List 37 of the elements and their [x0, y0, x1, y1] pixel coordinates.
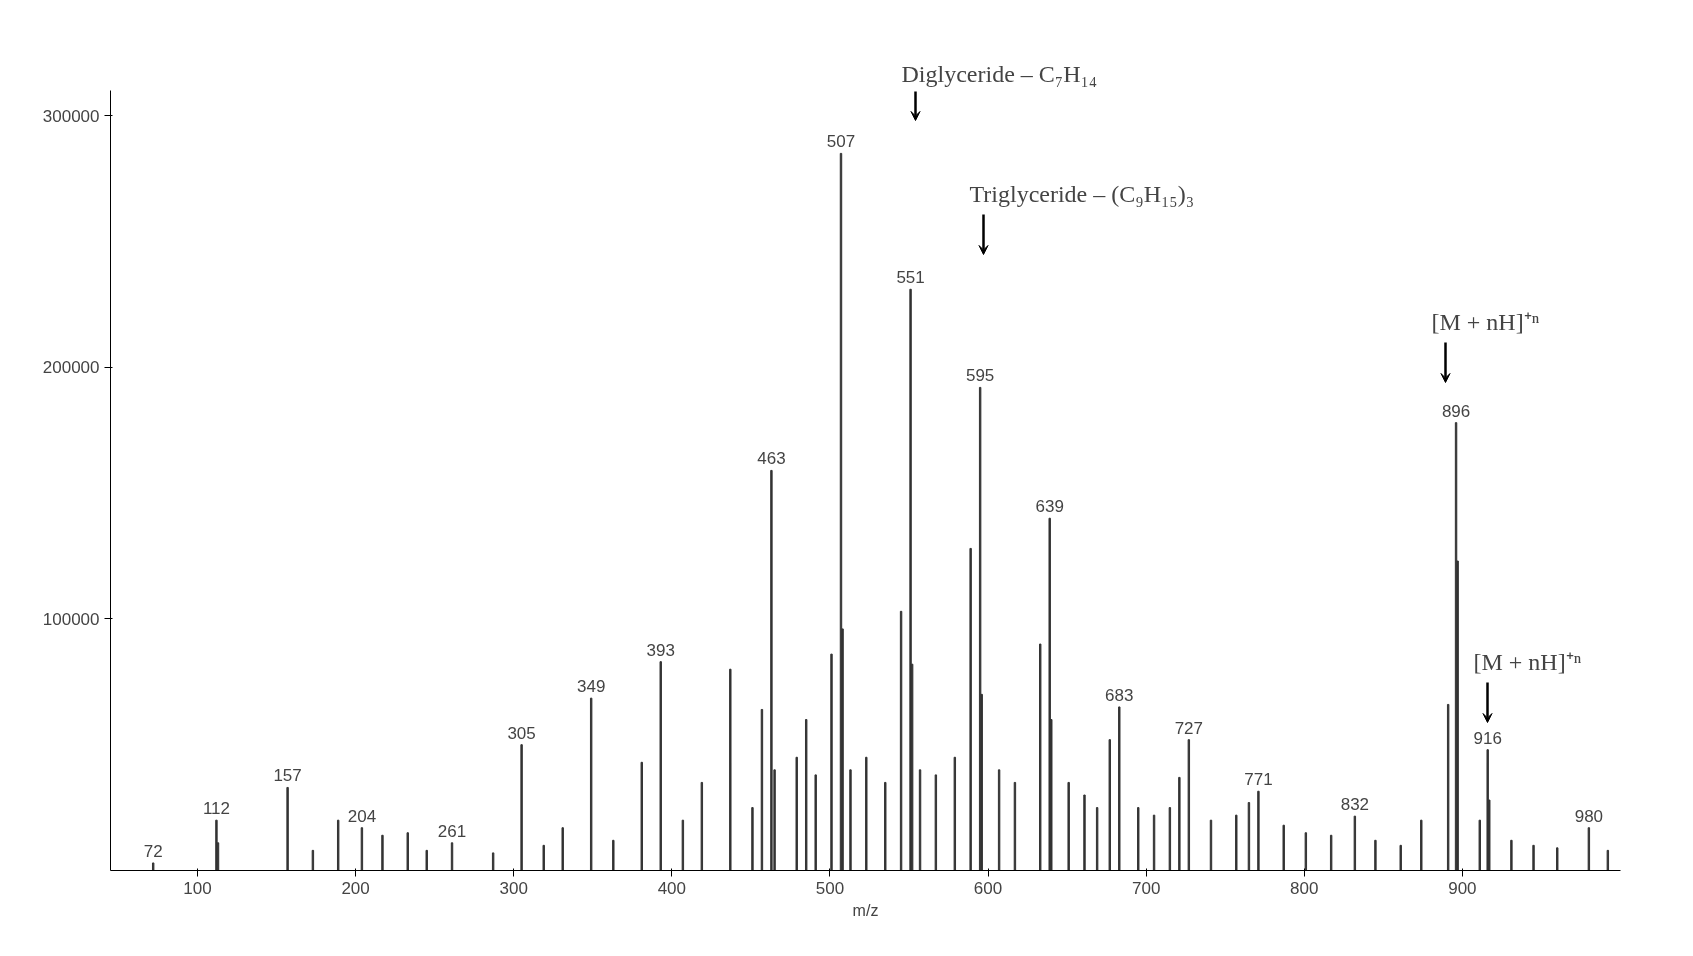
annotation: 551	[896, 268, 925, 288]
x-tick-label: 400	[657, 878, 686, 898]
x-axis-title: m/z	[852, 901, 879, 919]
x-tick-label: 900	[1448, 878, 1477, 898]
annotation: 916	[1473, 728, 1502, 748]
annotation: 72	[143, 841, 163, 861]
text: Diglyceride – C₇H₁₄	[901, 60, 1098, 87]
annotation: [M + nH]⁺ⁿ	[1431, 308, 1540, 335]
annotation: 204	[347, 806, 377, 826]
y-tick-label: 200000	[42, 358, 100, 378]
annotation: 832	[1340, 795, 1370, 815]
annotation: 771	[1244, 770, 1273, 790]
y-tick-label: 300000	[42, 106, 100, 126]
annotation: [M + nH]⁺ⁿ	[1473, 648, 1582, 675]
annotation: 727	[1174, 718, 1204, 738]
annotation: 157	[273, 766, 302, 786]
x-tick-label: 700	[1131, 878, 1161, 898]
annotation: 683	[1105, 685, 1134, 705]
annotation: 507	[826, 132, 856, 152]
x-tick-label: 600	[973, 878, 1003, 898]
x-tick-label: 300	[499, 878, 528, 898]
annotation: 896	[1441, 401, 1471, 421]
x-tick-label: 100	[183, 878, 212, 898]
y-tick-label: 100000	[42, 609, 100, 629]
annotation: Triglyceride – (C₉H₁₅)₃	[969, 180, 1195, 207]
annotation: 463	[757, 449, 786, 469]
annotation: 980	[1574, 806, 1604, 826]
annotation: 349	[576, 677, 606, 697]
annotation: 305	[507, 723, 536, 743]
annotation: 639	[1035, 497, 1064, 517]
annotation: 112	[202, 799, 230, 819]
annotation: 261	[437, 821, 467, 841]
annotation: 595	[965, 366, 995, 386]
x-tick-label: 200	[341, 878, 370, 898]
annotation: 393	[646, 640, 675, 660]
x-tick-label: 500	[815, 878, 845, 898]
x-tick-label: 800	[1290, 878, 1319, 898]
